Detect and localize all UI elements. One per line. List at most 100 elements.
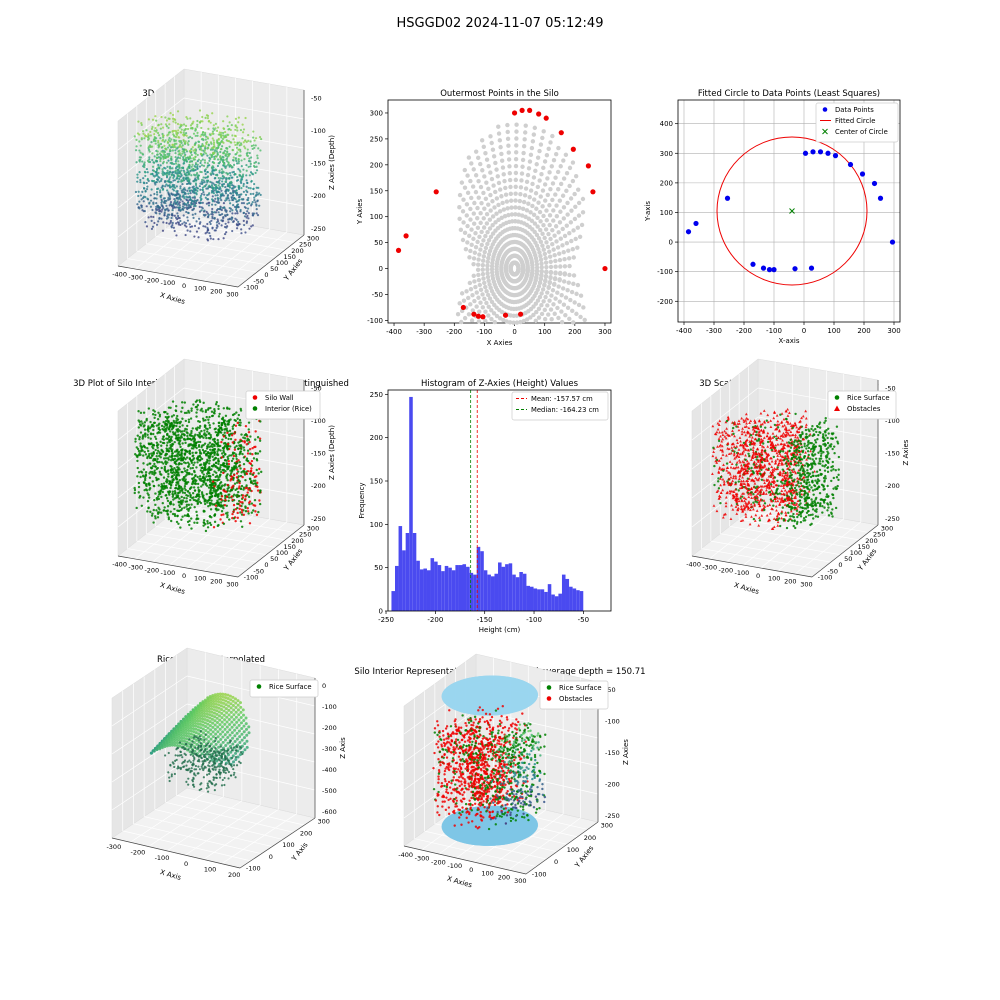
chart-3d-raw-point bbox=[241, 137, 244, 140]
chart-3d-wall-interior-point bbox=[257, 472, 260, 475]
chart-histogram-xtick-label: -200 bbox=[427, 616, 443, 624]
chart-3d-raw-point bbox=[217, 238, 220, 241]
chart-3d-raw-point bbox=[252, 164, 256, 168]
chart-3d-raw-grid bbox=[169, 222, 236, 276]
chart-3d-wall-interior-point bbox=[252, 509, 255, 512]
chart-histogram-legend-label: Mean: -157.57 cm bbox=[531, 395, 593, 403]
chart-outer-points-interior bbox=[540, 287, 546, 292]
chart-3d-raw-point bbox=[246, 181, 249, 185]
chart-3d-wall-interior-point bbox=[210, 499, 213, 502]
chart-3d-raw-point bbox=[212, 161, 215, 164]
chart-3d-raw-point bbox=[176, 214, 180, 218]
chart-3d-raw-point bbox=[144, 221, 147, 224]
chart-outer-points-interior bbox=[563, 295, 569, 300]
chart-outer-points-interior bbox=[513, 163, 519, 169]
chart-3d-wall-interior-point bbox=[181, 488, 184, 491]
chart-3d-wall-interior-point bbox=[244, 478, 247, 482]
chart-3d-wall-interior-point bbox=[192, 486, 196, 489]
chart-3d-raw-point bbox=[202, 213, 206, 216]
chart-outer-points-interior bbox=[490, 214, 496, 219]
chart-outer-points-interior bbox=[579, 222, 585, 228]
chart-outer-points-interior bbox=[539, 171, 544, 177]
chart-3d-raw-point bbox=[191, 213, 194, 216]
chart-3d-raw-point bbox=[214, 183, 218, 187]
chart-3d-raw-point bbox=[255, 204, 258, 207]
chart-3d-wall-interior-point bbox=[238, 418, 242, 422]
chart-3d-wall-interior-point bbox=[142, 496, 145, 499]
chart-3d-raw-point bbox=[221, 185, 224, 188]
chart-outer-points-interior bbox=[549, 317, 554, 322]
chart-3d-wall-interior-point bbox=[176, 418, 180, 421]
chart-3d-wall-interior-point bbox=[226, 487, 229, 490]
chart-3d-raw-point bbox=[204, 131, 207, 135]
chart-3d-wall-interior-point bbox=[192, 476, 196, 479]
chart-outer-points-interior bbox=[532, 221, 538, 226]
chart-outer-points-interior bbox=[481, 190, 486, 196]
chart-3d-raw-point bbox=[196, 153, 199, 157]
chart-histogram-bar bbox=[391, 591, 396, 611]
chart-outer-points-interior bbox=[549, 293, 554, 298]
chart-3d-raw-point bbox=[159, 196, 162, 199]
chart-3d-raw-point bbox=[162, 157, 165, 160]
chart-3d-wall-interior-point bbox=[142, 462, 145, 465]
chart-3d-wall-interior-point bbox=[224, 452, 227, 456]
chart-3d-wall-interior-point bbox=[178, 505, 182, 509]
chart-3d-wall-wall-point bbox=[250, 459, 254, 463]
chart-outer-points-ytick-label: 100 bbox=[370, 213, 383, 221]
chart-3d-wall-interior-point bbox=[169, 437, 173, 440]
chart-3d-raw-point bbox=[237, 162, 240, 165]
chart-3d-raw-point bbox=[151, 225, 155, 228]
chart-3d-raw-point bbox=[225, 135, 228, 138]
chart-3d-wall-interior-point bbox=[228, 433, 231, 437]
chart-3d-raw-point bbox=[225, 158, 228, 161]
chart-histogram-ytick-label: 100 bbox=[370, 521, 383, 529]
chart-3d-raw-point bbox=[255, 191, 258, 194]
chart-outer-points-interior bbox=[572, 216, 578, 222]
chart-3d-wall-interior-point bbox=[137, 481, 141, 485]
chart-outer-points-interior bbox=[503, 192, 509, 197]
chart-outer-points-interior bbox=[557, 220, 563, 225]
chart-3d-wall-interior-point bbox=[194, 433, 197, 436]
chart-3d-raw-point bbox=[210, 191, 214, 194]
chart-3d-wall-interior-point bbox=[212, 489, 215, 492]
chart-histogram-bar bbox=[402, 550, 406, 611]
chart-outer-points-interior bbox=[536, 306, 542, 312]
chart-3d-raw-point bbox=[207, 143, 210, 146]
chart-3d-wall-interior-point bbox=[182, 461, 186, 464]
chart-3d-raw-point bbox=[160, 115, 163, 119]
chart-3d-wall-interior-point bbox=[179, 489, 182, 492]
chart-3d-wall-interior-point bbox=[136, 475, 139, 478]
chart-fitted-circle-legend-box bbox=[815, 102, 899, 143]
chart-3d-raw-point bbox=[223, 152, 226, 155]
chart-3d-raw-point bbox=[142, 195, 146, 198]
chart-outer-points-interior bbox=[472, 279, 477, 284]
chart-3d-raw-point bbox=[181, 150, 184, 153]
chart-outer-points-interior bbox=[556, 284, 561, 289]
chart-3d-raw-point bbox=[219, 177, 222, 180]
chart-3d-raw-point bbox=[235, 227, 239, 230]
chart-3d-raw-point bbox=[196, 160, 199, 163]
chart-3d-wall-interior-point bbox=[183, 491, 187, 495]
chart-3d-wall-interior-point bbox=[198, 477, 201, 481]
chart-outer-points-interior bbox=[537, 209, 543, 215]
chart-3d-wall-interior-point bbox=[184, 488, 187, 492]
chart-3d-wall-interior-point bbox=[136, 466, 139, 470]
chart-3d-wall-wall-point bbox=[232, 454, 236, 458]
chart-3d-raw-point bbox=[232, 159, 235, 162]
chart-3d-wall-interior-point bbox=[174, 409, 178, 413]
chart-outer-points-interior bbox=[521, 199, 527, 205]
chart-3d-raw-point bbox=[155, 187, 159, 191]
chart-3d-wall-interior-point bbox=[201, 477, 205, 480]
chart-3d-raw-point bbox=[212, 143, 216, 146]
chart-3d-raw-point bbox=[218, 131, 221, 134]
chart-outer-points-interior bbox=[461, 220, 466, 225]
chart-outer-points-interior bbox=[499, 215, 504, 221]
chart-3d-wall-grid bbox=[186, 515, 253, 569]
chart-3d-raw-point bbox=[150, 127, 154, 130]
chart-3d-raw-point bbox=[214, 127, 217, 130]
chart-3d-wall-interior-point bbox=[161, 427, 164, 431]
chart-3d-wall-interior-point bbox=[163, 506, 166, 509]
chart-3d-wall-interior-point bbox=[173, 457, 177, 461]
chart-3d-raw-point bbox=[165, 125, 168, 128]
chart-3d-wall-interior-point bbox=[208, 441, 212, 445]
